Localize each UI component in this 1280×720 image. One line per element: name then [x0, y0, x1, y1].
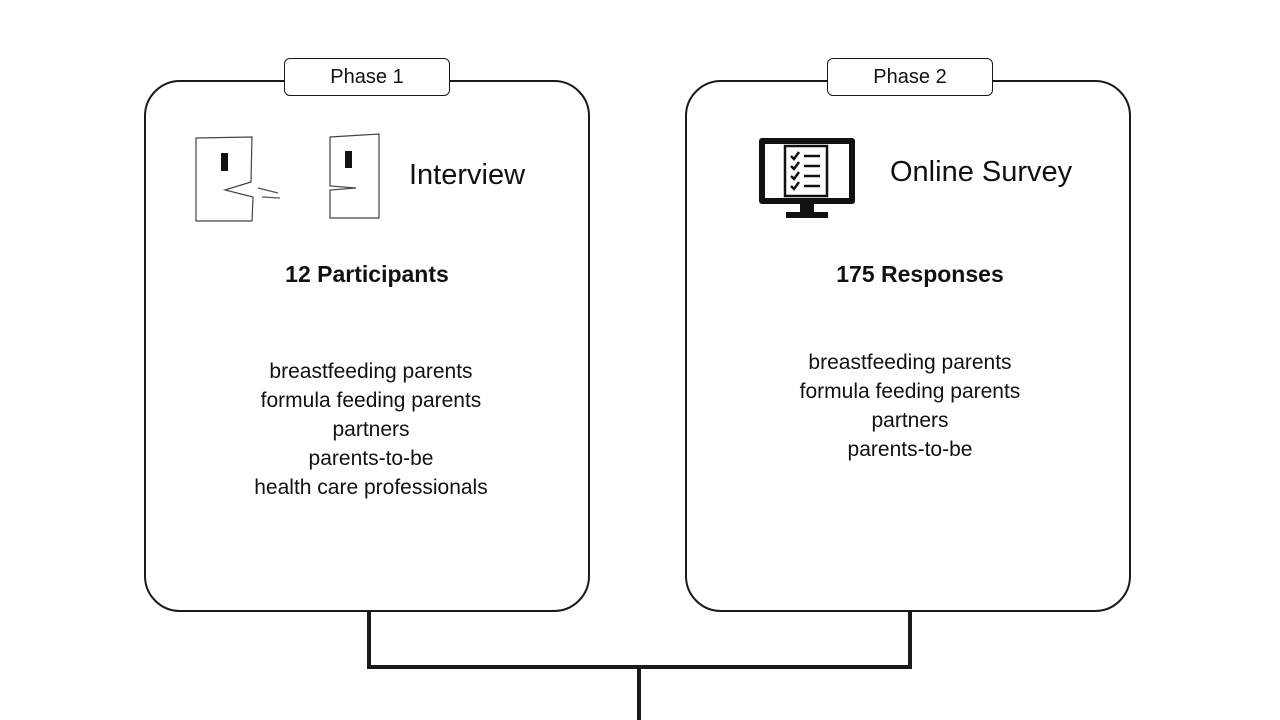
list-item: breastfeeding parents: [269, 360, 473, 383]
list-item: partners: [332, 418, 410, 441]
phase-1-method: Interview: [409, 159, 526, 191]
survey-monitor-icon: [756, 134, 860, 227]
list-item: parents-to-be: [847, 438, 973, 461]
phase-1-count: 12 Participants: [285, 261, 449, 287]
phase-1-tab: Phase 1: [284, 58, 450, 96]
interview-icon: [190, 130, 390, 235]
list-item: partners: [871, 409, 949, 432]
list-item: formula feeding parents: [260, 389, 482, 412]
phase-2-tab: Phase 2: [827, 58, 993, 96]
phase-2-count: 175 Responses: [836, 261, 1004, 287]
phase-join-line: [367, 612, 912, 669]
list-item: formula feeding parents: [799, 380, 1021, 403]
phase-2-method: Online Survey: [890, 156, 1073, 188]
phase-2-group-list: breastfeeding parents formula feeding pa…: [710, 348, 1110, 464]
list-item: health care professionals: [254, 476, 488, 499]
list-item: breastfeeding parents: [808, 351, 1012, 374]
list-item: parents-to-be: [308, 447, 434, 470]
phase-1-group-list: breastfeeding parents formula feeding pa…: [171, 357, 571, 502]
